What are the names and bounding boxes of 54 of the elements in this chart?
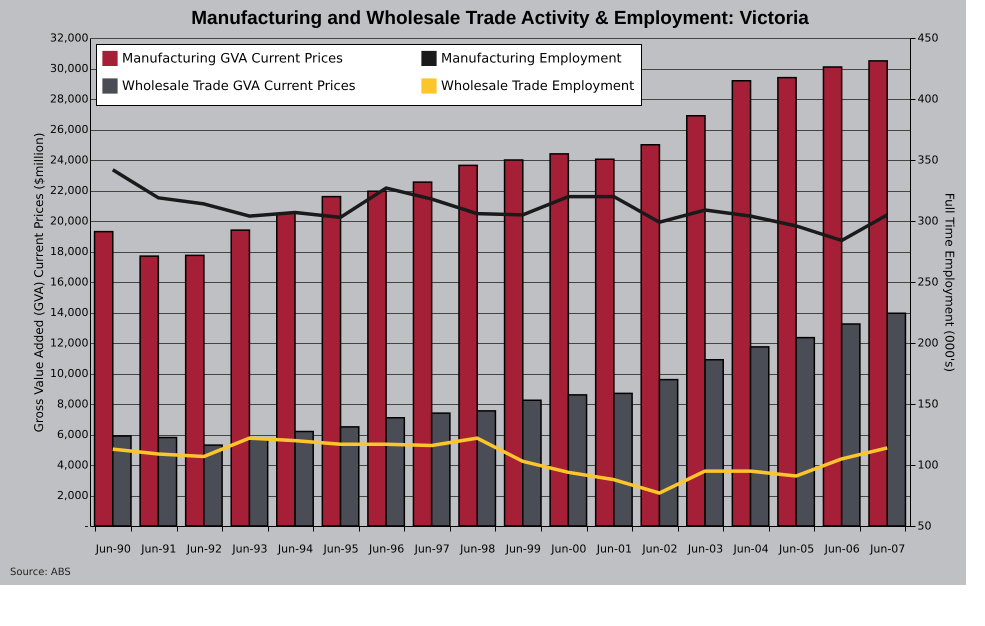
y-tick-label: 14,000: [50, 306, 88, 319]
x-tick-label: Jun-06: [824, 542, 860, 556]
x-tick-label: Jun-03: [686, 542, 724, 556]
x-tick-label: Jun-00: [550, 542, 586, 556]
y2-tick-label: 400: [918, 92, 938, 106]
x-tick-label: Jun-05: [778, 542, 814, 556]
chart-title: Manufacturing and Wholesale Trade Activity & Employment: Victoria: [191, 8, 810, 29]
x-tick-label: Jun-04: [732, 542, 769, 556]
y-tick-label: 32,000: [50, 32, 88, 44]
y-tick-label: 20,000: [50, 214, 88, 228]
y2-tick-label: 150: [918, 398, 938, 410]
y2-tick-label: 300: [918, 214, 938, 228]
x-tick-label: Jun-91: [140, 542, 176, 556]
y2-axis-title: Full Time Employment (000's): [942, 192, 956, 372]
y-tick-label: 26,000: [50, 123, 88, 136]
source-note: Source: ABS: [10, 567, 71, 578]
y-axis-title: Gross Value Added (GVA) Current Prices ($million): [32, 132, 46, 432]
y2-tick-label: 250: [918, 276, 938, 288]
y-tick-label: -: [84, 520, 89, 532]
line-series: [111, 168, 889, 242]
x-tick-label: Jun-01: [596, 542, 632, 556]
line-series: [111, 436, 889, 495]
x-tick-label: Jun-98: [459, 542, 496, 556]
x-tick-label: Jun-96: [368, 542, 404, 556]
legend-label: Manufacturing Employment: [441, 51, 622, 66]
y-tick-label: 2,000: [57, 489, 88, 502]
x-tick-label: Jun-02: [641, 542, 678, 556]
y-tick-label: 24,000: [50, 154, 88, 166]
y2-tick-label: 100: [918, 458, 938, 472]
x-tick-label: Jun-93: [231, 542, 268, 556]
x-tick-label: Jun-94: [276, 542, 314, 556]
y-tick-label: 22,000: [50, 184, 88, 197]
y-tick-label: 30,000: [50, 62, 88, 75]
x-tick-label: Jun-07: [869, 542, 906, 556]
y-tick-label: 10,000: [50, 367, 88, 380]
legend-label: Wholesale Trade GVA Current Prices: [122, 79, 356, 94]
y2-tick-label: 350: [918, 154, 938, 166]
y-tick-label: 4,000: [57, 458, 88, 472]
y2-tick-label: 200: [918, 336, 938, 350]
y-tick-label: 8,000: [57, 398, 88, 410]
y-tick-label: 6,000: [57, 428, 88, 441]
legend-label: Wholesale Trade Employment: [441, 79, 634, 94]
y2-tick-label: 450: [918, 32, 938, 44]
x-tick-label: Jun-99: [504, 542, 541, 556]
y-tick-label: 18,000: [50, 245, 88, 258]
x-tick-label: Jun-97: [414, 542, 450, 556]
y-tick-label: 12,000: [50, 336, 88, 350]
y2-tick-label: 50: [918, 520, 932, 532]
x-tick-label: Jun-90: [94, 542, 131, 556]
x-tick-label: Jun-95: [322, 542, 359, 556]
x-tick-label: Jun-92: [186, 542, 222, 556]
y-tick-label: 28,000: [50, 92, 88, 106]
y-tick-label: 16,000: [50, 276, 88, 288]
legend-label: Manufacturing GVA Current Prices: [122, 51, 344, 66]
